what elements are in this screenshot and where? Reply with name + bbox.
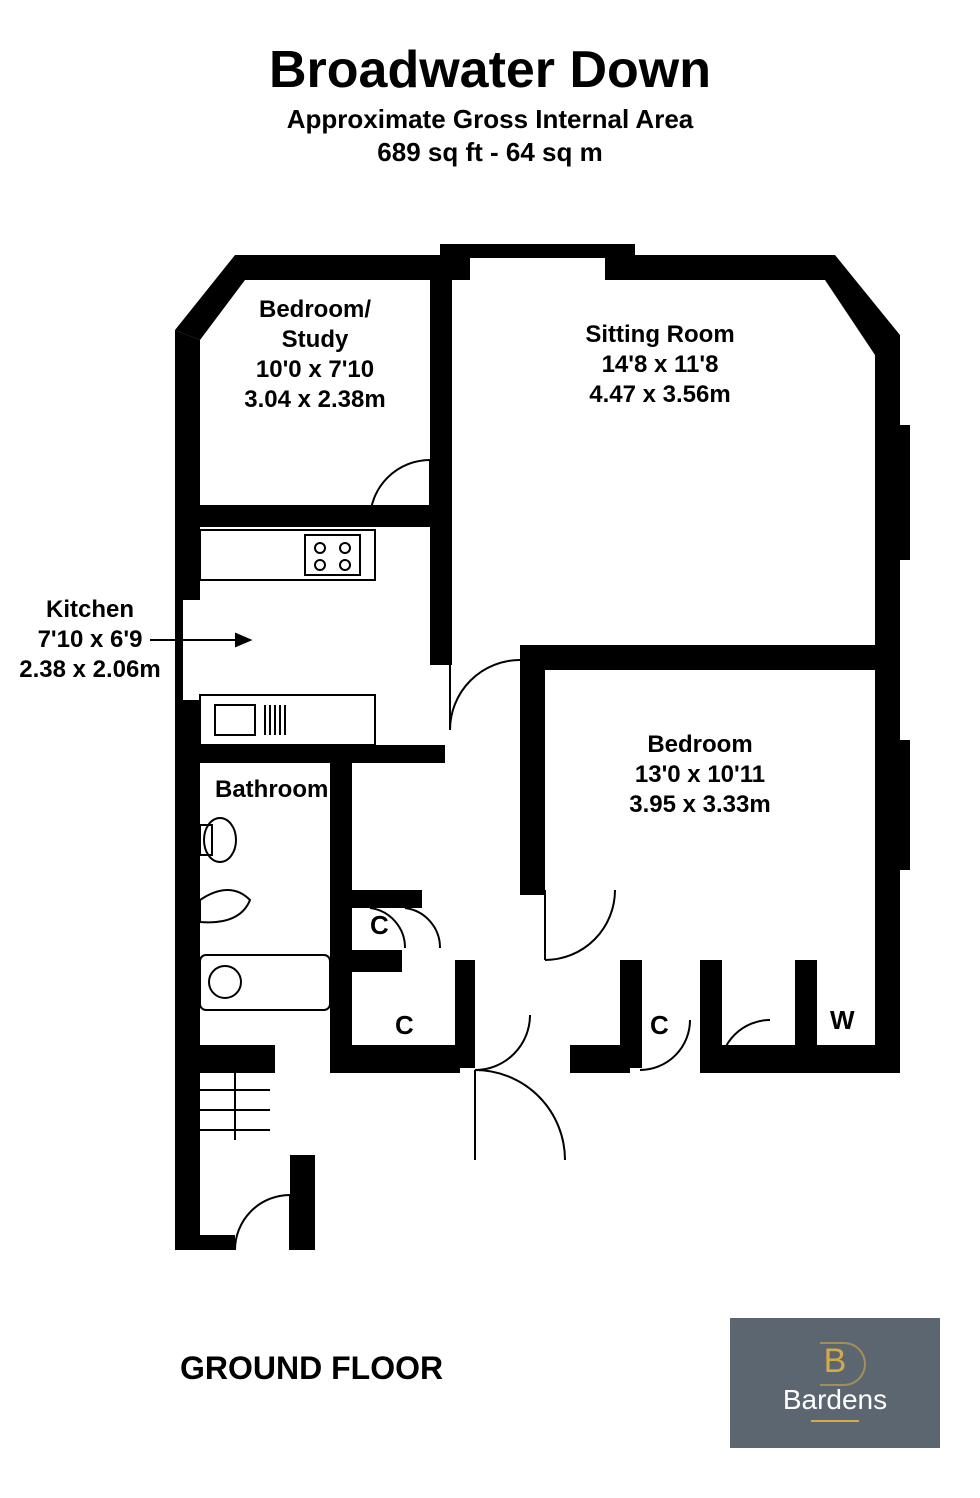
closet-c-3: C [650, 1010, 669, 1041]
room-name: Bedroom [647, 731, 752, 758]
agent-logo: B Bardens [730, 1318, 940, 1448]
room-dim-imperial: 10'0 x 7'10 [256, 356, 374, 383]
room-dim-imperial: 13'0 x 10'11 [635, 761, 765, 788]
room-dim-metric: 3.95 x 3.33m [629, 791, 770, 818]
closet-c-1: C [370, 910, 389, 941]
logo-underline [811, 1420, 859, 1422]
label-kitchen: Kitchen 7'10 x 6'9 2.38 x 2.06m [10, 595, 170, 685]
room-name: Kitchen [46, 596, 134, 623]
room-dim-metric: 2.38 x 2.06m [19, 656, 160, 683]
label-bedroom-study: Bedroom/ Study 10'0 x 7'10 3.04 x 2.38m [210, 295, 420, 415]
area-subtitle: Approximate Gross Internal Area [0, 104, 980, 135]
room-dim-imperial: 7'10 x 6'9 [38, 626, 143, 653]
logo-initial: B [824, 1344, 847, 1378]
floor-label: GROUND FLOOR [180, 1350, 443, 1387]
property-title: Broadwater Down [0, 40, 980, 100]
room-name: Bedroom/ Study [259, 296, 371, 353]
floorplan: Bedroom/ Study 10'0 x 7'10 3.04 x 2.38m … [0, 200, 980, 1250]
closet-w: W [830, 1005, 855, 1036]
room-dim-metric: 3.04 x 2.38m [244, 386, 385, 413]
closet-c-2: C [395, 1010, 414, 1041]
room-dim-imperial: 14'8 x 11'8 [602, 351, 719, 378]
room-dim-metric: 4.47 x 3.56m [589, 381, 730, 408]
room-name: Bathroom [215, 776, 328, 803]
area-value: 689 sq ft - 64 sq m [0, 137, 980, 168]
header: Broadwater Down Approximate Gross Intern… [0, 0, 980, 168]
label-sitting-room: Sitting Room 14'8 x 11'8 4.47 x 3.56m [530, 320, 790, 410]
room-name: Sitting Room [585, 321, 734, 348]
logo-name: Bardens [783, 1384, 887, 1416]
label-bedroom: Bedroom 13'0 x 10'11 3.95 x 3.33m [575, 730, 825, 820]
label-bathroom: Bathroom [215, 775, 328, 805]
floorplan-svg [0, 200, 980, 1250]
